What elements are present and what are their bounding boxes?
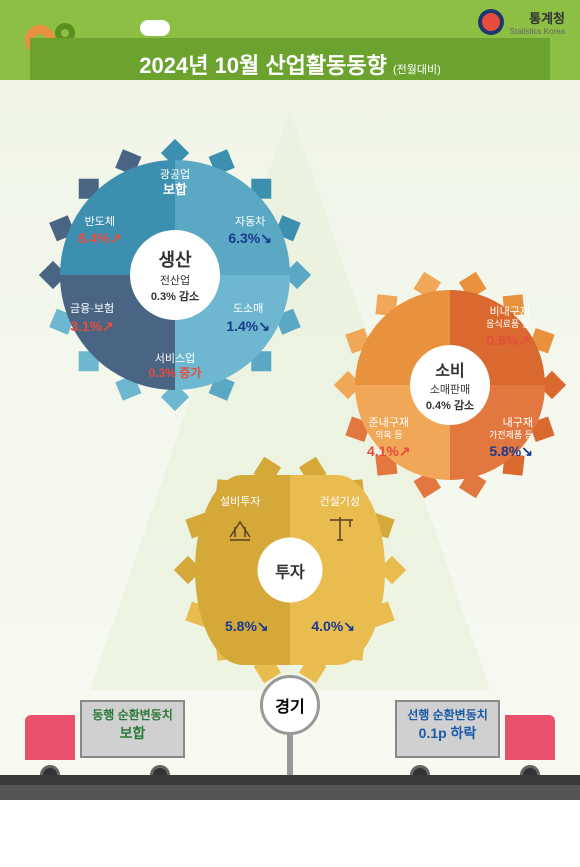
coincident-value: 보합 [82, 724, 183, 744]
economy-label: 경기 [260, 675, 320, 735]
economy-section: 동행 순환변동치 보합 경기 선행 순환변동치 0.1p 하락 [0, 670, 580, 800]
oilpump-icon [225, 512, 255, 542]
leading-title: 선행 순환변동치 [397, 707, 498, 724]
coincident-title: 동행 순환변동치 [82, 707, 183, 724]
header: 통계청 Statistics Korea 2024년 10월 산업활동동향 (전… [0, 0, 580, 80]
seg-durable-value: 5.8%↘ [489, 443, 533, 459]
seg-equipment-value: 5.8%↘ [225, 618, 269, 634]
truck-left-icon: 동행 순환변동치 보합 [25, 700, 185, 775]
truck-right-icon: 선행 순환변동치 0.1p 하락 [395, 700, 555, 775]
consumption-title: 소비 [435, 357, 464, 381]
logo: 통계청 Statistics Korea [478, 8, 565, 36]
gear-consumption: 비내구재 음식료품 등 0.6%↗ 준내구재 의복 등 4.1%↗ 내구재 가전… [355, 290, 545, 480]
seg-mining-value: 보합 [160, 182, 190, 199]
seg-finance-value: 3.1%↗ [70, 318, 114, 334]
seg-retail-value: 1.4%↘ [226, 318, 270, 334]
gear-investment: 설비투자 건설기성 5.8%↘ 4.0%↘ 투자 [195, 475, 385, 665]
logo-icon [478, 9, 504, 35]
consumption-detail: 0.4% 감소 [426, 397, 474, 413]
seg-finance-name: 금융·보험 [70, 302, 114, 316]
consumption-sub: 소매판매 [430, 381, 470, 397]
page-subtitle: (전월대비) [393, 64, 441, 76]
seg-service-name: 서비스업 [149, 352, 202, 366]
seg-semidurable-sub: 의복 등 [367, 430, 411, 442]
seg-semi-name: 반도체 [78, 215, 122, 229]
gear-investment-center: 투자 [258, 538, 323, 603]
production-detail: 0.3% 감소 [151, 288, 199, 304]
cloud-icon [140, 20, 170, 36]
crane-icon [325, 512, 355, 542]
gear-production: 광공업 보합 반도체 8.4%↗ 자동차 6.3%↘ 금융·보험 3.1%↗ 도… [60, 160, 290, 390]
org-name-en: Statistics Korea [509, 27, 565, 36]
org-name-kr: 통계청 [509, 8, 565, 27]
seg-durable-name: 내구재 [489, 416, 533, 430]
gear-consumption-center: 소비 소매판매 0.4% 감소 [410, 345, 490, 425]
main-content: 광공업 보합 반도체 8.4%↗ 자동차 6.3%↘ 금융·보험 3.1%↗ 도… [0, 80, 580, 800]
gear-production-center: 생산 전산업 0.3% 감소 [130, 230, 220, 320]
economy-sign: 경기 [260, 675, 320, 775]
seg-mining-name: 광공업 [160, 168, 190, 182]
seg-construction-value: 4.0%↘ [311, 618, 355, 634]
seg-durable-sub: 가전제품 등 [489, 430, 533, 442]
seg-auto-name: 자동차 [228, 215, 272, 229]
road-icon [0, 775, 580, 785]
production-title: 생산 [158, 246, 191, 272]
seg-retail-name: 도소매 [226, 302, 270, 316]
seg-semi-value: 8.4%↗ [78, 230, 122, 246]
page-title: 2024년 10월 산업활동동향 [139, 53, 387, 78]
seg-service-value: 0.3% 증가 [149, 366, 202, 380]
seg-auto-value: 6.3%↘ [228, 230, 272, 246]
leading-value: 0.1p 하락 [397, 724, 498, 744]
investment-title: 투자 [275, 558, 304, 582]
seg-nondurable-value: 0.6%↗ [486, 332, 530, 348]
seg-semidurable-name: 준내구재 [367, 416, 411, 430]
production-sub: 전산업 [160, 272, 190, 288]
seg-nondurable-name: 비내구재 [486, 305, 530, 319]
seg-construction-name: 건설기성 [320, 495, 360, 509]
seg-equipment-name: 설비투자 [220, 495, 260, 509]
seg-semidurable-value: 4.1%↗ [367, 443, 411, 459]
seg-nondurable-sub: 음식료품 등 [486, 319, 530, 331]
